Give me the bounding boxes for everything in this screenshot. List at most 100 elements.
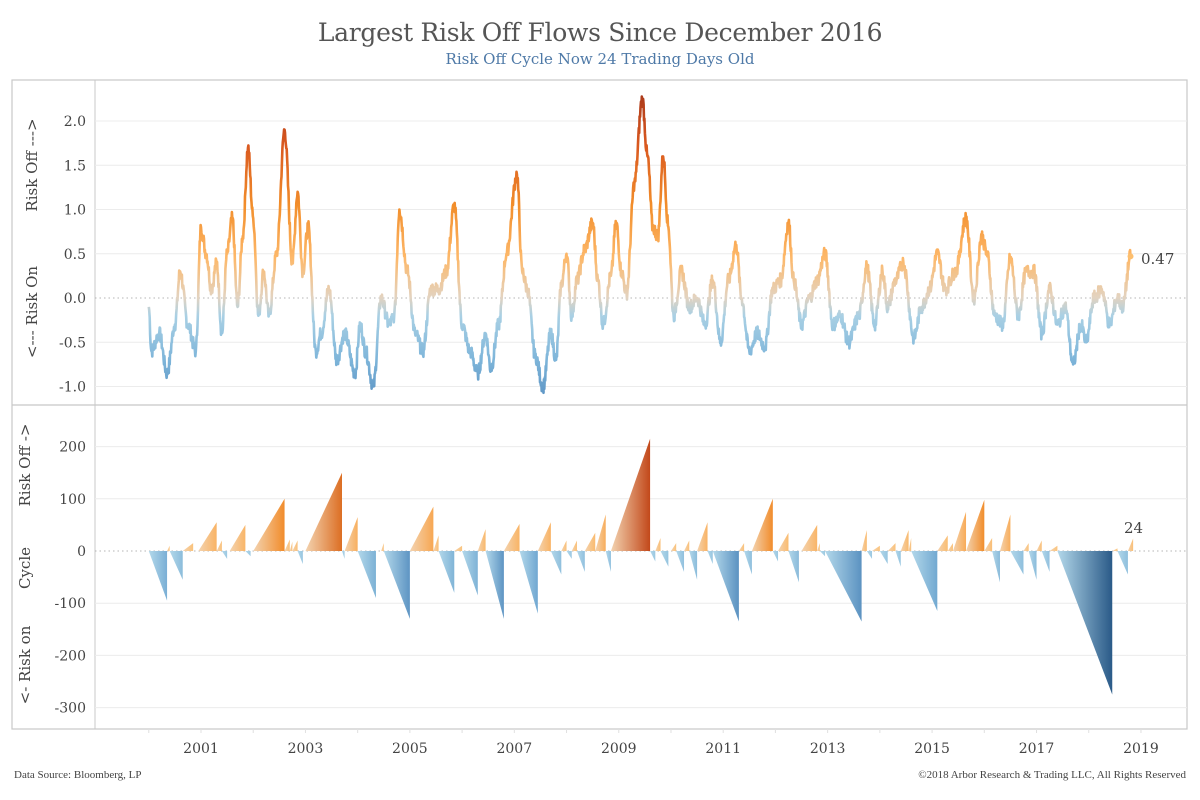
risk-off-cycle-area: [1023, 543, 1029, 551]
risk-off-cycle-area: [477, 529, 486, 551]
risk-off-cycle-area: [908, 537, 912, 551]
risk-off-cycle-area: [999, 514, 1011, 551]
risk-off-cycle-area: [289, 541, 293, 551]
risk-on-cycle-area: [744, 551, 752, 575]
risk-on-cycle-area: [297, 551, 303, 565]
bottom-y-tick-label: 100: [59, 492, 86, 508]
risk-on-cycle-area: [1028, 551, 1037, 580]
x-axis-ticks: 2001 2003 2005 2007 2009 2011 2013 2015 2017 2019: [148, 729, 1159, 757]
risk-off-cycle-area: [167, 545, 170, 551]
risk-off-cycle-area: [966, 499, 985, 551]
risk-on-cycle-area: [772, 551, 779, 562]
risk-off-cycle-area: [305, 472, 342, 551]
risk-off-cycle-area: [409, 506, 434, 551]
chart-title: Largest Risk Off Flows Since December 20…: [317, 18, 883, 47]
x-tick-label: 2009: [601, 741, 637, 757]
x-tick-label: 2019: [1123, 741, 1159, 757]
risk-off-cycle-area: [684, 540, 690, 551]
risk-on-cycle-area: [650, 551, 656, 562]
data-source-note: Data Source: Bloomberg, LP: [14, 769, 142, 781]
risk-off-cycle-area: [381, 543, 384, 551]
x-tick-label: 2001: [183, 741, 219, 757]
risk-on-cycle-area: [689, 551, 698, 580]
risk-on-cycle-area: [221, 551, 228, 559]
risk-on-cycle-area: [712, 551, 739, 622]
risk-on-cycle-area: [341, 551, 345, 559]
risk-on-cycle-area: [992, 551, 1000, 583]
risk-off-cycle-area: [610, 438, 651, 551]
risk-on-cycle-area: [383, 551, 410, 619]
risk-on-cycle-area: [245, 551, 251, 557]
last-value-marker: [1127, 253, 1134, 260]
risk-off-cycle-area: [284, 539, 290, 551]
risk-off-cycle-area: [253, 498, 285, 551]
x-tick-label: 2007: [496, 741, 532, 757]
risk-flow-line-series: [147, 95, 1134, 395]
risk-on-cycle-area: [866, 551, 873, 559]
x-tick-label: 2011: [705, 741, 741, 757]
risk-off-cycle-area: [433, 535, 439, 551]
risk-off-cycle-area: [216, 540, 222, 551]
top-y-tick-label: -1.0: [59, 380, 86, 396]
risk-on-cycle-area: [895, 551, 901, 567]
risk-off-cycle-area: [182, 543, 194, 551]
chart-frame: [11, 79, 1188, 730]
risk-off-cycle-area: [778, 532, 789, 551]
risk-on-cycle-area: [825, 551, 862, 622]
top-last-value-label: 0.47: [1141, 250, 1174, 268]
x-tick-label: 2015: [914, 741, 950, 757]
risk-on-cycle-area: [566, 551, 572, 559]
bottom-y-label-risk-off: Risk Off ->: [16, 423, 34, 506]
risk-off-cycle-area: [817, 543, 820, 551]
risk-on-cycle-area: [660, 551, 669, 567]
bottom-panel-y-ticks: -300 -200 -100 0 100 200: [55, 440, 86, 717]
risk-off-cycle-area: [561, 540, 567, 551]
axis-labels: Risk Off ---> <--- Risk On Risk Off -> C…: [16, 118, 1174, 704]
risk-on-cycle-area: [519, 551, 538, 614]
risk-off-cycle-area: [738, 543, 745, 551]
risk-off-cycle-area: [801, 524, 818, 551]
risk-on-cycle-area: [485, 551, 504, 619]
x-tick-label: 2003: [288, 741, 324, 757]
top-panel-grid: [95, 120, 1187, 387]
risk-off-cycle-area: [670, 543, 677, 551]
risk-on-cycle-area: [819, 551, 826, 557]
bottom-y-tick-label: -300: [55, 701, 86, 717]
top-y-tick-label: 0.5: [64, 247, 86, 263]
risk-on-cycle-area: [462, 551, 478, 596]
risk-off-cycle-area: [937, 535, 948, 551]
risk-off-cycle-area: [537, 522, 551, 551]
top-y-tick-label: -0.5: [59, 335, 86, 351]
top-y-tick-label: 2.0: [64, 114, 86, 130]
x-tick-label: 2017: [1019, 741, 1055, 757]
bottom-y-tick-label: 200: [59, 440, 86, 456]
bottom-y-tick-label: 0: [77, 544, 86, 560]
risk-on-cycle-area: [911, 551, 938, 612]
bottom-y-tick-label: -100: [55, 596, 86, 612]
risk-off-cycle-area: [584, 532, 596, 551]
risk-off-cycle-area: [697, 522, 708, 551]
x-tick-label: 2005: [392, 741, 428, 757]
risk-off-cycle-area: [595, 514, 606, 551]
risk-on-cycle-area: [676, 551, 685, 572]
risk-off-cycle-area: [887, 543, 896, 551]
bottom-y-tick-label: -200: [55, 648, 86, 664]
risk-off-cycle-area: [229, 524, 246, 551]
chart-subtitle: Risk Off Cycle Now 24 Trading Days Old: [445, 50, 755, 68]
risk-on-cycle-area: [1010, 551, 1024, 575]
top-y-tick-label: 1.0: [64, 203, 86, 219]
risk-off-cycle-area: [1036, 540, 1042, 551]
cycle-area-series: [148, 438, 1134, 695]
risk-on-cycle-area: [1117, 551, 1128, 575]
risk-off-cycle-area: [571, 540, 577, 551]
risk-off-cycle-area: [198, 522, 217, 551]
top-y-label-risk-on: <--- Risk On: [23, 266, 41, 358]
x-tick-label: 2013: [810, 741, 846, 757]
risk-off-cycle-area: [503, 523, 520, 551]
risk-off-cycle-area: [655, 537, 661, 551]
top-y-label-risk-off: Risk Off --->: [23, 118, 41, 211]
copyright-note: ©2018 Arbor Research & Trading LLC, All …: [918, 769, 1186, 781]
risk-off-cycle-area: [344, 517, 358, 551]
risk-on-cycle-area: [550, 551, 562, 575]
risk-on-cycle-area: [788, 551, 799, 583]
